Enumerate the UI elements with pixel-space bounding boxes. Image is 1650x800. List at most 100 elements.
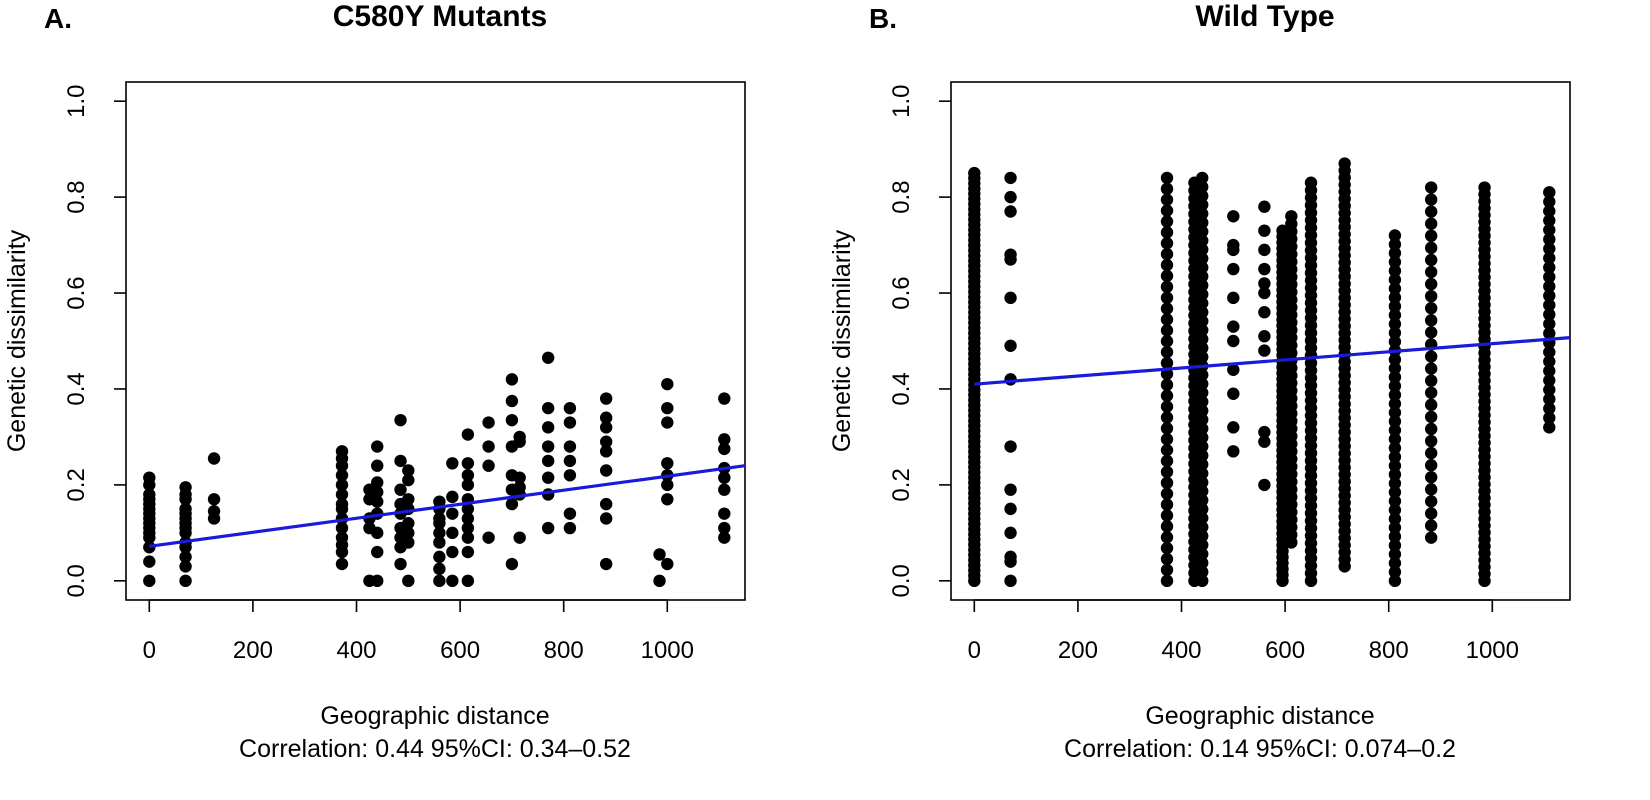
data-point [1196, 350, 1209, 364]
data-points [143, 351, 731, 588]
data-point [541, 401, 555, 415]
data-point [433, 574, 446, 588]
data-point [1160, 531, 1174, 544]
data-point [1196, 243, 1209, 256]
data-point [1388, 521, 1402, 534]
data-point [1160, 171, 1174, 185]
data-point [1388, 486, 1402, 499]
data-point [718, 507, 731, 520]
data-point [1388, 424, 1402, 437]
data-point [563, 416, 577, 429]
data-point [1258, 435, 1271, 448]
data-point [1160, 498, 1174, 511]
data-point [1004, 339, 1017, 352]
data-point [1196, 467, 1209, 480]
y-tick-label: 0.6 [888, 276, 915, 309]
data-point [1388, 397, 1402, 410]
data-point [1388, 503, 1402, 517]
data-point [143, 541, 156, 554]
data-point [541, 351, 555, 364]
data-point [179, 574, 192, 588]
data-point [563, 401, 577, 415]
data-point [1424, 483, 1438, 496]
x-axis-label: Geographic distance [1145, 702, 1374, 730]
data-point [718, 483, 731, 496]
correlation-caption: Correlation: 0.14 95%CI: 0.074–0.2 [1064, 735, 1456, 763]
data-point [1196, 485, 1209, 498]
data-point [1196, 565, 1209, 579]
data-point [1196, 270, 1209, 283]
data-point [1160, 465, 1174, 479]
data-point [1160, 291, 1174, 304]
data-point [1478, 181, 1491, 194]
data-point [1196, 332, 1209, 346]
data-point [1424, 471, 1438, 484]
data-point [599, 445, 613, 458]
data-point [599, 435, 613, 448]
data-point [1424, 229, 1438, 243]
data-point [1424, 253, 1438, 267]
data-point [433, 512, 446, 525]
data-point [599, 557, 613, 571]
data-point [1543, 280, 1556, 293]
data-point [1196, 180, 1209, 194]
data-point [335, 521, 349, 535]
data-point [1388, 246, 1402, 260]
data-point [1543, 411, 1556, 425]
data-point [1543, 289, 1556, 302]
data-point [1196, 198, 1209, 211]
data-point [1160, 269, 1174, 283]
data-point [1424, 314, 1438, 327]
data-point [394, 483, 407, 496]
data-point [1388, 273, 1402, 286]
data-point [1388, 477, 1402, 490]
panel-label: B. [869, 3, 897, 34]
data-point [1004, 190, 1017, 204]
data-point [1004, 205, 1017, 218]
data-point [461, 531, 475, 544]
data-point [1258, 286, 1271, 300]
data-point [1160, 433, 1174, 446]
data-point [1196, 449, 1209, 462]
data-point [1227, 320, 1240, 333]
data-point [1543, 392, 1556, 406]
data-point [402, 526, 415, 540]
data-point [1258, 262, 1271, 276]
data-point [461, 502, 475, 516]
data-point [1543, 364, 1556, 378]
data-point [446, 490, 459, 504]
data-point [461, 545, 475, 559]
data-point [718, 433, 731, 446]
data-point [1388, 308, 1402, 322]
data-point [1160, 324, 1174, 337]
x-axis-label: Geographic distance [320, 702, 549, 730]
data-point [1388, 229, 1402, 242]
data-point [1304, 176, 1318, 189]
data-point [482, 440, 495, 453]
data-point [1160, 182, 1174, 196]
data-point [1196, 520, 1209, 534]
data-point [1160, 411, 1174, 424]
data-point [1543, 308, 1556, 321]
data-point [1160, 313, 1174, 326]
data-point [179, 502, 192, 516]
x-tick-label: 1000 [1466, 637, 1519, 664]
data-point [718, 442, 731, 456]
x-tick-label: 400 [1161, 637, 1201, 664]
data-point [1424, 519, 1438, 532]
data-point [1196, 234, 1209, 247]
data-point [1196, 547, 1209, 561]
data-point [1424, 265, 1438, 279]
data-point [1543, 421, 1556, 434]
data-point [1196, 368, 1209, 382]
data-point [1424, 205, 1438, 218]
data-point [207, 505, 221, 518]
data-point [446, 526, 459, 540]
data-point [143, 471, 156, 484]
data-point [446, 574, 459, 588]
data-point [1004, 248, 1017, 261]
data-point [461, 457, 475, 470]
data-point [1388, 556, 1402, 570]
data-point [599, 411, 613, 424]
data-point [1543, 327, 1556, 340]
